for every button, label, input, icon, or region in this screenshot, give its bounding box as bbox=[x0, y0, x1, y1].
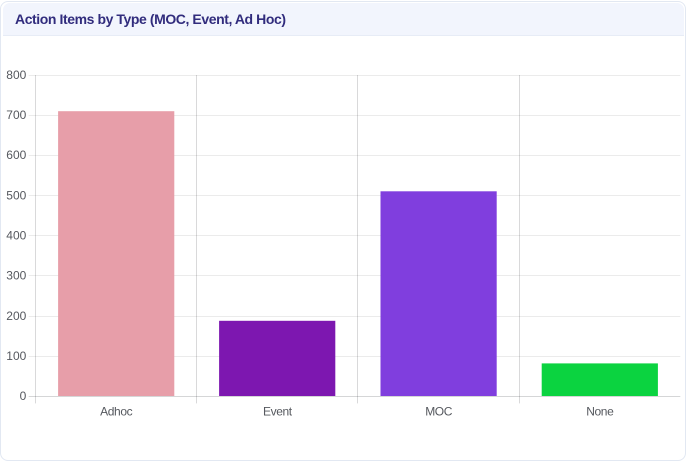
svg-text:300: 300 bbox=[6, 269, 26, 283]
svg-text:Event: Event bbox=[263, 404, 293, 418]
svg-text:500: 500 bbox=[6, 188, 26, 202]
svg-text:800: 800 bbox=[6, 68, 26, 82]
svg-text:MOC: MOC bbox=[425, 404, 453, 418]
svg-text:400: 400 bbox=[6, 229, 26, 243]
svg-text:600: 600 bbox=[6, 148, 26, 162]
svg-text:700: 700 bbox=[6, 108, 26, 122]
svg-text:0: 0 bbox=[20, 389, 27, 403]
svg-text:200: 200 bbox=[6, 309, 26, 323]
svg-text:None: None bbox=[586, 404, 614, 418]
svg-text:Adhoc: Adhoc bbox=[100, 404, 132, 418]
svg-text:100: 100 bbox=[6, 349, 26, 363]
